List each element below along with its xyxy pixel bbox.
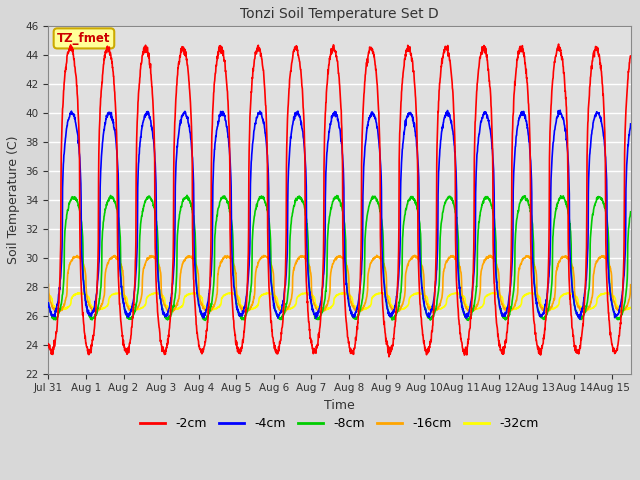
-2cm xyxy=(385,354,393,360)
-32cm xyxy=(409,292,417,298)
X-axis label: Time: Time xyxy=(324,399,355,412)
-4cm xyxy=(576,316,584,322)
-2cm xyxy=(410,69,417,75)
-8cm xyxy=(202,317,209,323)
-16cm xyxy=(538,305,545,311)
-4cm xyxy=(45,300,52,306)
-32cm xyxy=(538,302,545,308)
-8cm xyxy=(538,315,545,321)
-4cm xyxy=(343,287,351,293)
-16cm xyxy=(45,281,52,287)
-4cm xyxy=(79,268,86,274)
-8cm xyxy=(183,192,191,198)
-32cm xyxy=(343,291,351,297)
-4cm xyxy=(409,115,417,120)
-2cm xyxy=(555,41,563,47)
-8cm xyxy=(344,291,351,297)
-32cm xyxy=(45,291,52,297)
-8cm xyxy=(79,234,86,240)
-2cm xyxy=(343,327,351,333)
-16cm xyxy=(627,282,634,288)
Legend: -2cm, -4cm, -8cm, -16cm, -32cm: -2cm, -4cm, -8cm, -16cm, -32cm xyxy=(135,412,544,435)
Line: -32cm: -32cm xyxy=(49,293,630,310)
-16cm xyxy=(343,263,351,269)
-32cm xyxy=(427,305,435,311)
-32cm xyxy=(489,290,497,296)
-2cm xyxy=(538,348,545,353)
-16cm xyxy=(427,307,435,313)
Line: -16cm: -16cm xyxy=(49,255,630,313)
-2cm xyxy=(45,341,52,347)
-2cm xyxy=(627,53,634,59)
Line: -4cm: -4cm xyxy=(49,110,630,319)
-16cm xyxy=(79,258,86,264)
Line: -8cm: -8cm xyxy=(49,195,630,320)
-32cm xyxy=(79,290,86,296)
-32cm xyxy=(627,305,634,311)
-2cm xyxy=(79,312,86,318)
-4cm xyxy=(537,312,545,318)
Line: -2cm: -2cm xyxy=(49,44,630,357)
-2cm xyxy=(427,339,435,345)
-4cm xyxy=(556,108,564,113)
-32cm xyxy=(607,291,614,297)
-4cm xyxy=(627,121,634,127)
-8cm xyxy=(428,316,435,322)
-8cm xyxy=(627,209,634,215)
-16cm xyxy=(607,265,614,271)
-8cm xyxy=(410,196,417,202)
-16cm xyxy=(411,252,419,258)
-4cm xyxy=(607,294,614,300)
-16cm xyxy=(409,253,417,259)
-16cm xyxy=(618,310,625,316)
Title: Tonzi Soil Temperature Set D: Tonzi Soil Temperature Set D xyxy=(240,7,439,21)
Y-axis label: Soil Temperature (C): Soil Temperature (C) xyxy=(7,136,20,264)
-2cm xyxy=(607,335,614,340)
-4cm xyxy=(427,310,435,315)
Text: TZ_fmet: TZ_fmet xyxy=(57,32,111,45)
-32cm xyxy=(585,307,593,313)
-8cm xyxy=(607,294,614,300)
-8cm xyxy=(45,301,52,307)
